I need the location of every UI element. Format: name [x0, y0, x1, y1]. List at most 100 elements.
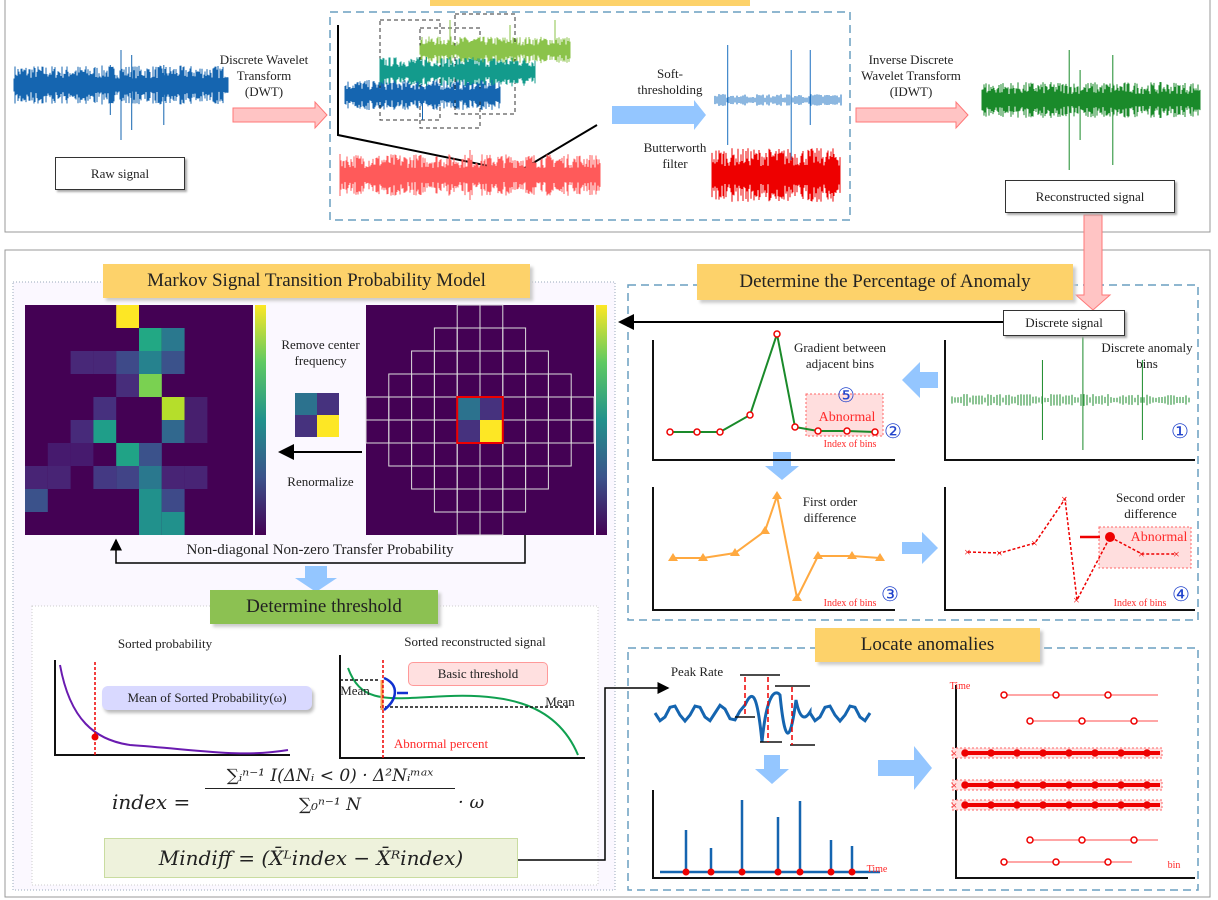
- down-arrow-reconstructed: [1074, 214, 1112, 311]
- center-frequency-preview: [295, 415, 317, 437]
- heatmap-cell: [116, 351, 139, 374]
- anomaly-row-point: [1039, 801, 1047, 809]
- center-cell: [480, 420, 503, 443]
- gradient-point: [693, 428, 701, 436]
- heatmap-cell: [116, 443, 139, 466]
- mean-lines: [340, 679, 570, 708]
- heatmap-cell: [161, 328, 185, 351]
- dwt-label: Discrete Wavelet Transform (DWT): [219, 52, 309, 99]
- down-arrow-gradient: [765, 452, 799, 480]
- heatmap-cell: [47, 466, 71, 489]
- locate-title: Locate anomalies: [815, 628, 1040, 662]
- time-axis-label: Time: [866, 864, 888, 875]
- peak-rate-label: Peak Rate: [670, 664, 724, 679]
- heatmap-cell: [25, 489, 48, 512]
- sorted-signal-label: Sorted reconstructed signal: [404, 634, 546, 649]
- mean-right-label: Mean: [545, 694, 575, 709]
- mindiff-formula: Mindiff = (X̄ᴸindex − X̄ᴿindex): [104, 838, 518, 878]
- step-1-badge: ①: [1171, 421, 1189, 443]
- anomaly-row-point: [1000, 858, 1008, 866]
- bin-label: bin: [1167, 860, 1181, 871]
- renormalize-label: Renormalize: [287, 474, 354, 489]
- anomaly-row-point: [1130, 717, 1138, 725]
- center-cell: [457, 420, 480, 443]
- gradient-chart-axes: [652, 340, 895, 461]
- anomaly-row-point: [987, 781, 995, 789]
- anomaly-row-point: [1065, 801, 1073, 809]
- sorted-probability-label: Sorted probability: [117, 636, 213, 651]
- heatmap-colorbar-right: [596, 305, 607, 535]
- anomaly-row-point: [1052, 691, 1060, 699]
- left-arrow-bins: [902, 362, 938, 398]
- gradient-point: [773, 330, 781, 338]
- second-diff-point: ×: [1073, 593, 1080, 607]
- butterworth-waveform: [711, 148, 841, 202]
- index-formula-lhs: index =: [112, 790, 191, 814]
- anomaly-row-point: [1013, 801, 1021, 809]
- heatmap-cell: [93, 466, 117, 489]
- raw-signal-label: Raw signal: [55, 157, 185, 190]
- idwt-arrow: [855, 100, 969, 130]
- gradient-label: Gradient between adjacent bins: [793, 340, 887, 371]
- anomaly-row-point: [1013, 781, 1021, 789]
- feedback-arrow: [110, 535, 526, 564]
- mean-left-label: Mean: [340, 683, 370, 698]
- abnormal-point: [1105, 532, 1115, 542]
- peak-point: [827, 868, 835, 876]
- heatmap-cell: [70, 351, 94, 374]
- mean-sorted-probability-label: Mean of Sorted Probability(ω): [102, 686, 312, 710]
- anomaly-row-point: [1026, 836, 1034, 844]
- right-arrow-locate: [878, 746, 932, 790]
- anomaly-marker: ×: [951, 800, 957, 812]
- heatmap-grid-cell: [570, 419, 595, 444]
- first-diff-point: [875, 553, 885, 561]
- step-2-badge: ②: [884, 421, 902, 443]
- anomaly-row-point: [1143, 801, 1151, 809]
- heatmap-cell: [93, 397, 117, 420]
- anomaly-row-point: [1091, 781, 1099, 789]
- peak-point: [774, 868, 782, 876]
- first-diff-point: [698, 553, 708, 561]
- heatmap-cell: [139, 489, 162, 512]
- idwt-label: Inverse Discrete Wavelet Transform (IDWT…: [861, 52, 961, 99]
- first-diff-point: [668, 553, 678, 561]
- dwt-level-2-waveform: [379, 57, 536, 92]
- center-frequency-highlight: [456, 396, 504, 444]
- anomaly-row-point: [1078, 836, 1086, 844]
- anomaly-row-point: [987, 749, 995, 757]
- anomaly-row-point: [961, 749, 969, 757]
- markov-title: Markov Signal Transition Probability Mod…: [103, 264, 530, 298]
- anomaly-row-point: [1026, 717, 1034, 725]
- dwt-arrow: [232, 100, 328, 130]
- heatmap-cell: [184, 466, 208, 489]
- second-diff-point: ×: [1031, 536, 1038, 550]
- heatmap-cell: [139, 466, 162, 489]
- heatmap-cell: [161, 466, 185, 489]
- anomaly-title: Determine the Percentage of Anomaly: [697, 264, 1073, 300]
- peak-time-axes: [652, 790, 868, 879]
- heatmap-cell: [139, 351, 162, 374]
- gradient-point: [666, 428, 674, 436]
- reconstructed-waveform: [981, 50, 1201, 170]
- right-arrow-second: [902, 532, 938, 564]
- anomaly-row-point: [1039, 781, 1047, 789]
- index-of-bins-3: Index of bins: [823, 598, 877, 609]
- peak-rate-dashes: [744, 677, 793, 745]
- gradient-point: [716, 428, 724, 436]
- first-diff-point: [813, 551, 823, 559]
- anomaly-row-point: [961, 801, 969, 809]
- remove-center-label: Remove center frequency: [281, 337, 360, 368]
- second-diff-point: ×: [996, 546, 1003, 560]
- abnormal-label-2: Abnormal: [818, 410, 876, 425]
- anomaly-row-point: [961, 781, 969, 789]
- gradient-point: [843, 427, 851, 435]
- second-diff-point: ×: [1173, 547, 1180, 561]
- first-diff-point: [772, 491, 782, 499]
- second-diff-chart-axes: [944, 487, 1195, 611]
- peak-point: [707, 868, 715, 876]
- time-label: Time: [949, 681, 971, 692]
- index-of-bins-4: Index of bins: [1113, 598, 1167, 609]
- anomaly-row-point: [1104, 858, 1112, 866]
- heatmap-cell: [116, 305, 139, 328]
